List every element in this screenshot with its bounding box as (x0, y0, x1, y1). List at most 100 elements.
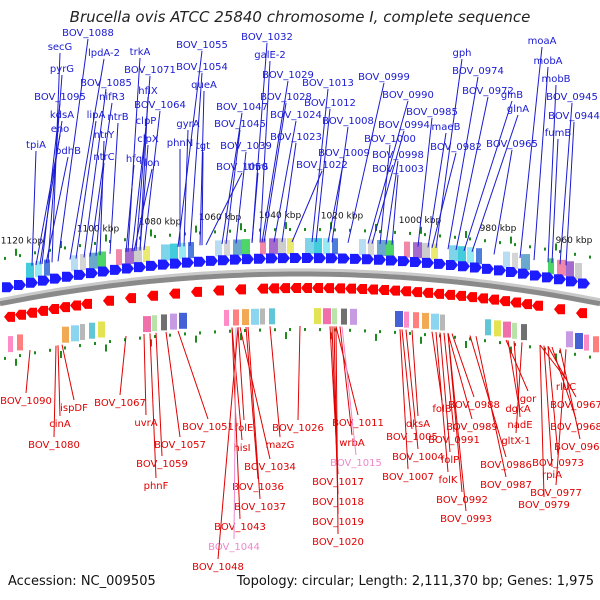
inner-tick-mark (229, 329, 231, 333)
reverse-gene-arrow (169, 288, 180, 299)
forward-gene-leader (139, 144, 149, 251)
outer-tick-mark (94, 242, 96, 245)
reverse-feature-block (62, 326, 69, 343)
forward-feature-block (233, 239, 242, 256)
forward-feature-block (557, 259, 566, 276)
reverse-gene-arrow (268, 283, 279, 294)
reverse-gene-leader (539, 344, 545, 498)
inner-tick-mark (364, 329, 366, 333)
forward-gene-arrow (146, 260, 158, 271)
reverse-gene-leader (269, 326, 281, 438)
reverse-gene-label: BOV_1048 (192, 562, 244, 573)
forward-gene-label: BOV_1047 (216, 102, 268, 113)
forward-gene-label: clpP (136, 116, 157, 127)
reverse-gene-arrow (532, 300, 543, 311)
forward-gene-label: kdsA (50, 110, 74, 121)
reverse-gene-leader (475, 336, 507, 478)
inner-tick-mark (49, 348, 51, 352)
outer-tick-mark (229, 229, 231, 233)
forward-gene-label: BOV_1028 (260, 92, 312, 103)
reverse-gene-leader (339, 326, 353, 436)
forward-gene-arrow (362, 254, 374, 265)
forward-gene-leader (447, 76, 479, 250)
forward-gene-arrow (194, 256, 206, 267)
forward-gene-label: glnA (507, 104, 529, 115)
reverse-gene-arrow (70, 300, 81, 311)
reverse-gene-leader (435, 332, 449, 473)
forward-gene-leader (251, 42, 268, 243)
inner-tick-mark (199, 331, 201, 335)
reverse-gene-label: BOV_0987 (480, 480, 532, 491)
reverse-feature-block (314, 308, 321, 325)
reverse-gene-label: BOV_1007 (382, 472, 434, 483)
reverse-gene-leader (451, 333, 475, 398)
reverse-gene-leader (431, 331, 443, 402)
reverse-gene-label: phnF (144, 481, 169, 492)
forward-gene-label: eno (51, 124, 70, 135)
reverse-gene-arrow (279, 283, 290, 294)
inner-tick-mark (4, 356, 6, 360)
forward-gene-leader (99, 140, 105, 256)
reverse-feature-block (170, 313, 177, 330)
inner-tick-mark (559, 350, 561, 354)
reverse-feature-block (71, 325, 79, 342)
forward-gene-leader (533, 66, 549, 261)
reverse-feature-block (269, 308, 275, 325)
reverse-feature-block (80, 324, 85, 340)
forward-gene-arrow (398, 256, 410, 267)
outer-tick-mark (574, 252, 576, 256)
reverse-gene-label: BOV_1067 (94, 398, 146, 409)
forward-feature-block (413, 242, 422, 259)
forward-gene-label: phnN (167, 138, 194, 149)
forward-gene-label: BOV_1003 (372, 164, 424, 175)
inner-tick-mark (589, 355, 591, 359)
reverse-gene-label: ispDF (60, 403, 88, 414)
forward-feature-block (512, 252, 518, 269)
forward-gene-arrow (50, 273, 62, 284)
forward-gene-label: lipA (87, 110, 106, 121)
forward-gene-leader (347, 82, 385, 243)
reverse-gene-arrow (488, 294, 499, 305)
reverse-gene-label: dksA (406, 419, 430, 430)
outer-tick-mark (589, 255, 591, 259)
reverse-feature-block (512, 322, 517, 339)
forward-gene-leader (471, 114, 519, 252)
inner-tick-mark (484, 339, 486, 343)
forward-gene-label: BOV_1029 (262, 70, 314, 81)
reverse-gene-arrow (334, 283, 345, 294)
inner-tick-mark (544, 347, 546, 351)
reverse-gene-arrow (345, 283, 356, 294)
forward-feature-block (458, 246, 466, 263)
reverse-gene-leader (231, 327, 243, 441)
reverse-gene-label: gltX-1 (501, 436, 530, 447)
forward-gene-leader (31, 150, 37, 266)
outer-tick-mark (334, 228, 336, 232)
inner-tick-mark (379, 330, 381, 334)
inner-tick-mark (469, 337, 471, 341)
forward-gene-leader (311, 88, 329, 243)
forward-gene-label: pdhB (55, 146, 81, 157)
forward-gene-label: BOV_1009 (318, 148, 370, 159)
reverse-gene-arrow (444, 289, 455, 300)
outer-tick-mark (184, 232, 186, 236)
forward-feature-block (89, 252, 98, 269)
outer-tick-mark (439, 234, 441, 238)
reverse-gene-arrow (323, 283, 334, 294)
major-tick-mark (285, 332, 287, 340)
forward-gene-label: BOV_1088 (62, 28, 114, 39)
forward-feature-block (242, 239, 250, 256)
reverse-gene-leader (399, 329, 409, 470)
reverse-gene-label: BOV_1026 (272, 423, 324, 434)
major-tick-mark (465, 341, 467, 348)
reverse-gene-label: BOV_1015 (330, 458, 382, 469)
forward-feature-block (386, 240, 394, 257)
forward-feature-block (422, 242, 430, 259)
forward-gene-leader (69, 58, 105, 260)
backbone-arc-highlight (0, 268, 600, 302)
reverse-gene-label: BOV_0988 (448, 400, 500, 411)
outer-tick-mark (409, 231, 411, 235)
reverse-gene-arrow (290, 283, 301, 294)
forward-gene-arrow (566, 276, 578, 287)
forward-gene-label: tpiA (26, 140, 46, 151)
